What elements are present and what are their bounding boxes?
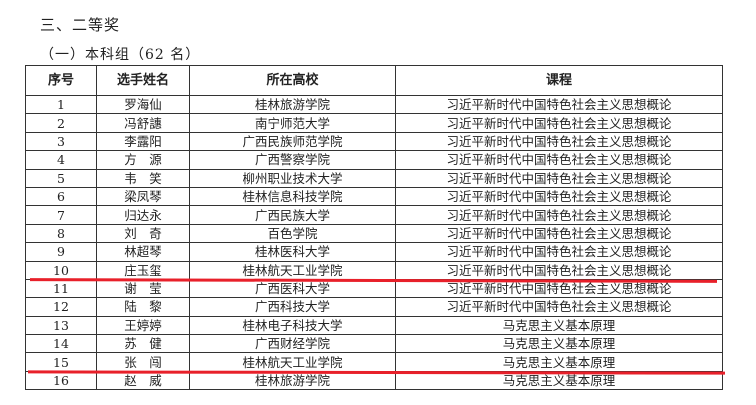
cell-name: 李露阳 <box>96 131 190 152</box>
cell-course: 习近平新时代中国特色社会主义思想概论 <box>395 131 723 152</box>
table-row: 6 梁凤琴 桂林信息科技学院 习近平新时代中国特色社会主义思想概论 <box>25 186 723 207</box>
table-row: 1 罗海仙 桂林旅游学院 习近平新时代中国特色社会主义思想概论 <box>25 94 723 115</box>
cell-index: 13 <box>25 315 97 336</box>
cell-course: 习近平新时代中国特色社会主义思想概论 <box>395 113 723 133</box>
cell-school: 广西财经学院 <box>189 334 396 354</box>
table-row: 3 李露阳 广西民族师范学院 习近平新时代中国特色社会主义思想概论 <box>25 131 723 152</box>
cell-course: 习近平新时代中国特色社会主义思想概论 <box>395 168 723 188</box>
cell-index: 15 <box>25 352 97 372</box>
cell-name: 赵 威 <box>96 370 190 391</box>
cell-index: 9 <box>25 242 97 262</box>
cell-school: 广西民族大学 <box>189 205 396 225</box>
cell-school: 桂林航天工业学院 <box>189 260 396 280</box>
cell-school: 柳州职业技术大学 <box>189 168 396 188</box>
cell-school: 桂林电子科技大学 <box>189 315 396 336</box>
cell-course: 习近平新时代中国特色社会主义思想概论 <box>395 186 723 207</box>
header-index: 序号 <box>25 65 97 96</box>
cell-course: 马克思主义基本原理 <box>395 352 723 372</box>
cell-index: 7 <box>25 205 97 225</box>
cell-name: 刘 奇 <box>96 223 190 244</box>
header-course: 课程 <box>395 65 723 96</box>
table-row: 13 王婷婷 桂林电子科技大学 马克思主义基本原理 <box>25 315 723 336</box>
cell-course: 习近平新时代中国特色社会主义思想概论 <box>395 260 723 280</box>
awards-table: 序号 选手姓名 所在高校 课程 1 罗海仙 桂林旅游学院 习近平新时代中国特色社会主义… <box>25 65 723 391</box>
header-name: 选手姓名 <box>96 65 190 96</box>
cell-index: 10 <box>25 260 97 280</box>
cell-name: 林超琴 <box>96 242 190 262</box>
cell-school: 桂林旅游学院 <box>189 94 396 115</box>
cell-name: 韦 笑 <box>96 168 190 188</box>
cell-school: 南宁师范大学 <box>189 113 396 133</box>
cell-course: 习近平新时代中国特色社会主义思想概论 <box>395 242 723 262</box>
table-row: 14 苏 健广西财经学院 马克思主义基本原理 <box>25 334 723 354</box>
cell-course: 马克思主义基本原理 <box>395 334 723 354</box>
cell-name: 苏 健 <box>96 334 190 354</box>
cell-name: 方 源 <box>96 150 190 170</box>
cell-name: 陆 黎 <box>96 297 190 317</box>
cell-index: 11 <box>25 278 97 299</box>
cell-course: 习近平新时代中国特色社会主义思想概论 <box>395 150 723 170</box>
cell-name: 谢 莹 <box>96 278 190 299</box>
section-heading: 三、二等奖 <box>40 16 121 34</box>
cell-school: 百色学院 <box>189 223 396 244</box>
cell-school: 广西警察学院 <box>189 150 396 170</box>
cell-name: 张 闯 <box>96 352 190 372</box>
cell-name: 庄玉玺 <box>96 260 190 280</box>
table-row: 12 陆 黎广西科技大学 习近平新时代中国特色社会主义思想概论 <box>25 297 723 317</box>
cell-index: 16 <box>25 370 97 391</box>
cell-school: 广西医科大学 <box>189 278 396 299</box>
cell-course: 马克思主义基本原理 <box>395 315 723 336</box>
table-row: 7 归达永 广西民族大学 习近平新时代中国特色社会主义思想概论 <box>25 205 723 225</box>
cell-index: 5 <box>25 168 97 188</box>
cell-name: 梁凤琴 <box>96 186 190 207</box>
table-row: 10 庄玉玺 桂林航天工业学院 习近平新时代中国特色社会主义思想概论 <box>25 260 723 280</box>
cell-school: 桂林信息科技学院 <box>189 186 396 207</box>
cell-name: 冯舒譓 <box>96 113 190 133</box>
table-header-row: 序号 选手姓名 所在高校 课程 <box>25 65 723 96</box>
cell-index: 1 <box>25 94 97 115</box>
cell-course: 习近平新时代中国特色社会主义思想概论 <box>395 223 723 244</box>
cell-school: 广西科技大学 <box>189 297 396 317</box>
table-row: 2 冯舒譓 南宁师范大学 习近平新时代中国特色社会主义思想概论 <box>25 113 723 133</box>
cell-index: 14 <box>25 334 97 354</box>
cell-name: 罗海仙 <box>96 94 190 115</box>
cell-index: 12 <box>25 297 97 317</box>
cell-school: 桂林旅游学院 <box>189 370 396 391</box>
table-row: 9 林超琴 桂林医科大学 习近平新时代中国特色社会主义思想概论 <box>25 242 723 262</box>
cell-index: 3 <box>25 131 97 152</box>
header-school: 所在高校 <box>189 65 396 96</box>
cell-school: 桂林医科大学 <box>189 242 396 262</box>
subsection-heading: （一）本科组（62 名） <box>40 47 201 63</box>
cell-course: 习近平新时代中国特色社会主义思想概论 <box>395 205 723 225</box>
cell-index: 8 <box>25 223 97 244</box>
table-row: 15 张 闯桂林航天工业学院 马克思主义基本原理 <box>25 352 723 372</box>
cell-index: 2 <box>25 113 97 133</box>
table-row: 16 赵 威桂林旅游学院 马克思主义基本原理 <box>25 370 723 391</box>
cell-name: 归达永 <box>96 205 190 225</box>
cell-name: 王婷婷 <box>96 315 190 336</box>
cell-index: 6 <box>25 186 97 207</box>
cell-index: 4 <box>25 150 97 170</box>
cell-school: 广西民族师范学院 <box>189 131 396 152</box>
cell-school: 桂林航天工业学院 <box>189 352 396 372</box>
cell-course: 习近平新时代中国特色社会主义思想概论 <box>395 297 723 317</box>
cell-course: 习近平新时代中国特色社会主义思想概论 <box>395 94 723 115</box>
